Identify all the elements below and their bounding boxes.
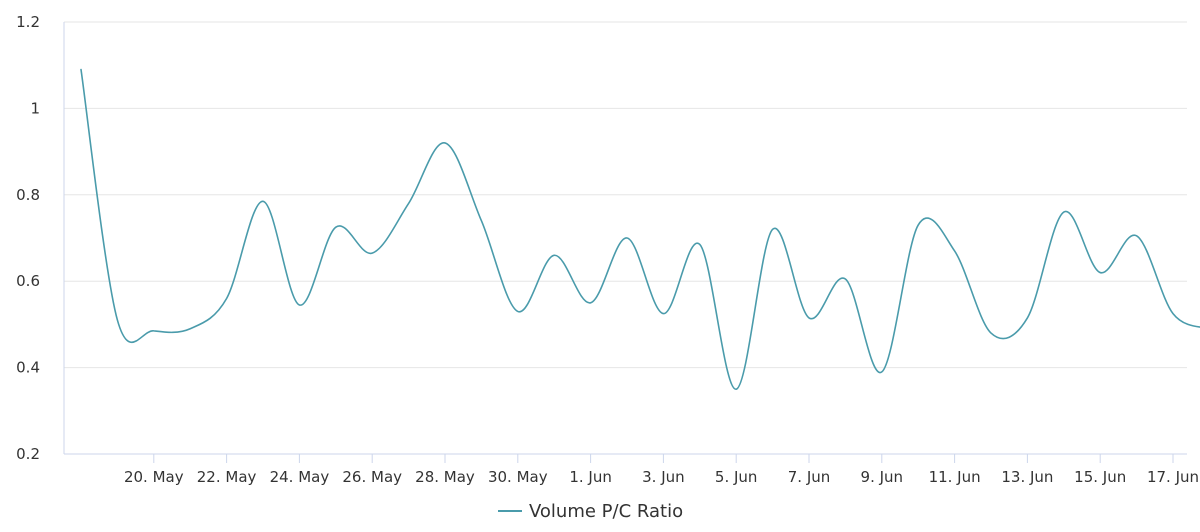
data-point[interactable] xyxy=(880,370,884,374)
data-point[interactable] xyxy=(1098,271,1102,275)
data-point[interactable] xyxy=(297,303,301,307)
data-point[interactable] xyxy=(771,227,775,231)
data-point[interactable] xyxy=(1171,312,1175,316)
x-tick-label: 5. Jun xyxy=(715,468,758,486)
data-point[interactable] xyxy=(79,68,83,72)
x-tick-label: 30. May xyxy=(488,468,548,486)
x-tick-label: 9. Jun xyxy=(861,468,904,486)
x-tick-label: 7. Jun xyxy=(788,468,831,486)
x-tick-label: 24. May xyxy=(270,468,330,486)
x-tick-label: 11. Jun xyxy=(929,468,981,486)
x-tick-label: 28. May xyxy=(415,468,475,486)
data-point[interactable] xyxy=(1135,234,1139,238)
data-point[interactable] xyxy=(698,242,702,246)
legend[interactable]: Volume P/C Ratio xyxy=(498,501,683,522)
legend-label-volume-pc-ratio: Volume P/C Ratio xyxy=(529,501,683,522)
data-point[interactable] xyxy=(807,316,811,320)
y-tick-label: 0.8 xyxy=(16,186,40,204)
data-point[interactable] xyxy=(989,331,993,335)
data-point[interactable] xyxy=(152,329,156,333)
x-tick-label: 20. May xyxy=(124,468,184,486)
y-tick-label: 0.4 xyxy=(16,359,40,377)
data-point[interactable] xyxy=(516,309,520,313)
y-tick-label: 0.2 xyxy=(16,445,40,463)
data-point[interactable] xyxy=(443,141,447,145)
data-point[interactable] xyxy=(734,387,738,391)
series-lines xyxy=(79,68,1200,391)
data-point[interactable] xyxy=(661,312,665,316)
y-tick-label: 0.6 xyxy=(16,272,40,290)
y-axis-ticks: 0.2 0.4 0.6 0.8 1 1.2 xyxy=(16,13,40,463)
x-tick-label: 15. Jun xyxy=(1074,468,1126,486)
data-point[interactable] xyxy=(115,318,119,322)
x-tick-label: 26. May xyxy=(342,468,402,486)
data-point[interactable] xyxy=(188,327,192,331)
data-point[interactable] xyxy=(552,253,556,257)
x-tick-label: 1. Jun xyxy=(569,468,612,486)
data-point[interactable] xyxy=(625,236,629,240)
x-tick-label: 17. Jun xyxy=(1147,468,1199,486)
y-tick-label: 1 xyxy=(30,99,40,117)
data-point[interactable] xyxy=(1062,210,1066,214)
data-point[interactable] xyxy=(370,251,374,255)
data-point[interactable] xyxy=(479,219,483,223)
axes xyxy=(63,22,1187,455)
data-point[interactable] xyxy=(843,277,847,281)
series-line-volume-pc-ratio[interactable] xyxy=(80,68,1200,391)
x-tick-label: 3. Jun xyxy=(642,468,685,486)
data-point[interactable] xyxy=(1025,316,1029,320)
x-tick-label: 13. Jun xyxy=(1001,468,1053,486)
data-point[interactable] xyxy=(225,296,229,300)
data-point[interactable] xyxy=(407,201,411,205)
data-point[interactable] xyxy=(334,225,338,229)
data-point[interactable] xyxy=(261,199,265,203)
data-point[interactable] xyxy=(916,223,920,227)
x-tick-label: 22. May xyxy=(197,468,257,486)
data-point[interactable] xyxy=(953,249,957,253)
y-tick-label: 1.2 xyxy=(16,13,40,31)
data-point[interactable] xyxy=(589,301,593,305)
x-axis-ticks: 20. May 22. May 24. May 26. May 28. May 30. M… xyxy=(124,454,1199,486)
